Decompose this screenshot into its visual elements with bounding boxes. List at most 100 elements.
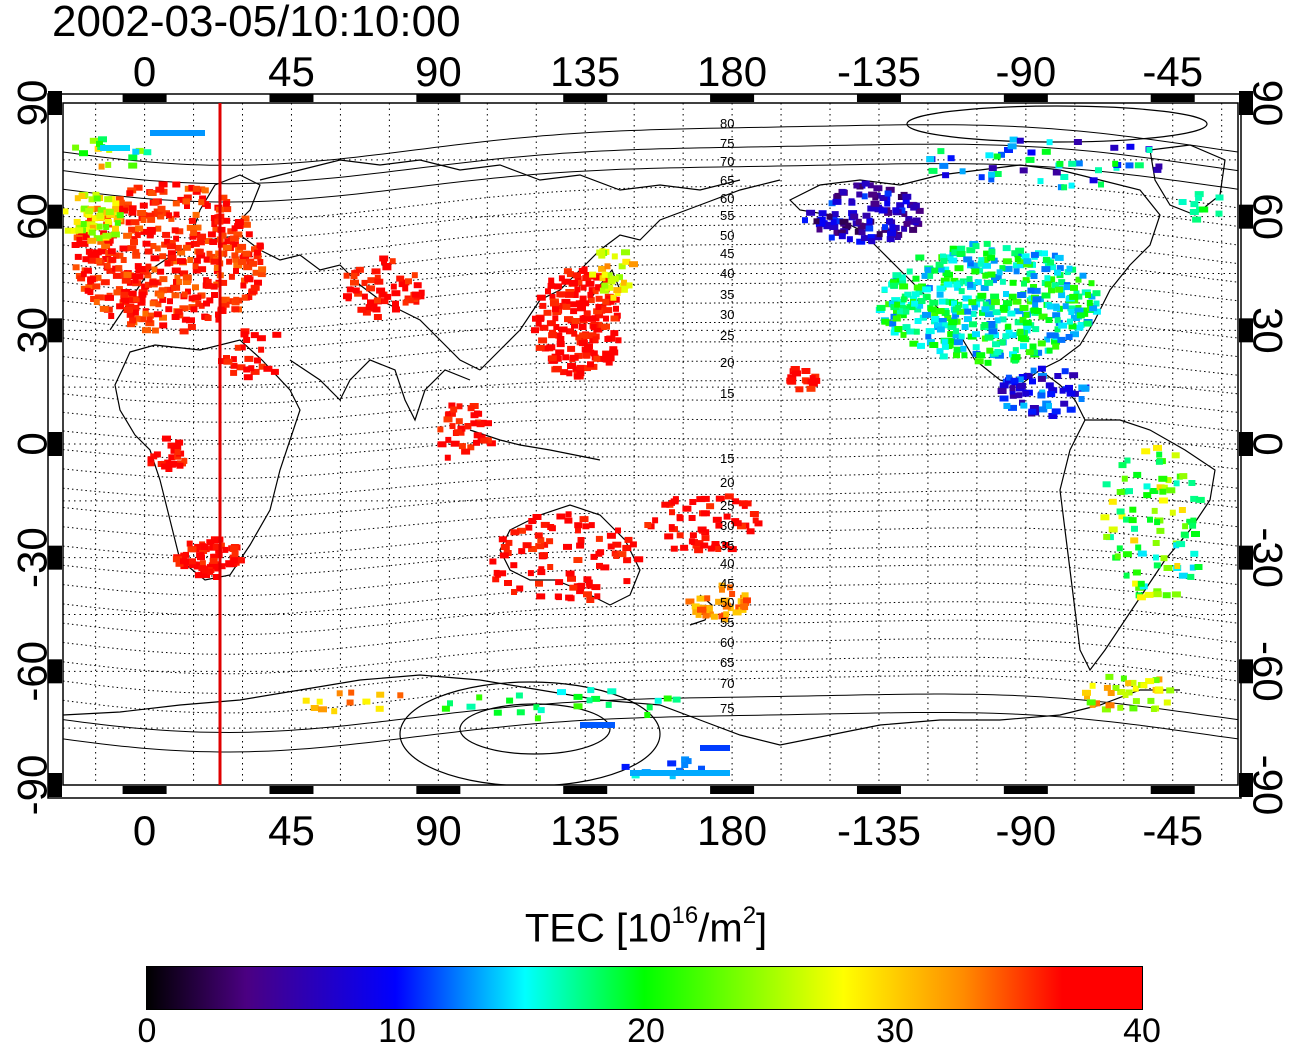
tec-cell (180, 270, 189, 277)
tec-cell (365, 304, 372, 311)
tec-cell (1089, 177, 1098, 184)
tec-cell (489, 558, 497, 565)
tec-cell (350, 279, 359, 286)
tec-cell (105, 294, 114, 301)
tec-cell (231, 550, 239, 557)
tec-cell (192, 284, 199, 291)
tec-cell (910, 295, 917, 302)
tec-cell (188, 184, 195, 191)
tec-cell (1155, 163, 1163, 170)
tec-cell (85, 284, 95, 291)
tec-cell (1152, 677, 1160, 684)
tec-cell (576, 364, 586, 371)
tec-cell (587, 687, 595, 694)
tec-cell (128, 154, 138, 161)
tec-cell (1030, 284, 1037, 290)
tec-cell (581, 266, 588, 273)
tec-cell (128, 162, 138, 169)
tec-cell (1126, 143, 1135, 150)
tec-cell (1146, 147, 1153, 153)
tec-cell (861, 180, 870, 187)
tec-cell (1002, 333, 1010, 340)
tec-cell (968, 299, 977, 306)
tec-cell (1125, 689, 1133, 696)
tec-cell (179, 305, 189, 312)
tec-cell (458, 443, 466, 450)
tec-cell (536, 294, 546, 301)
tec-cell (579, 295, 587, 302)
tec-cell (972, 331, 980, 338)
left-tick-mark (48, 91, 62, 115)
tec-cell (565, 594, 574, 601)
bottom-tick-mark (710, 786, 755, 794)
tec-cell (887, 230, 897, 237)
tec-cell (128, 290, 137, 297)
tec-cell (610, 294, 617, 301)
tec-cell (204, 202, 211, 209)
tec-cell (571, 318, 580, 324)
tec-cell (240, 282, 247, 289)
tec-cell (595, 284, 603, 291)
tec-cell (207, 568, 214, 575)
top-tick-mark (122, 94, 167, 102)
tec-cell (1137, 580, 1145, 587)
tec-cell (613, 287, 622, 294)
tec-cell (437, 441, 447, 448)
tec-cell (450, 440, 460, 447)
tec-cell (1062, 303, 1069, 310)
tec-cell (87, 289, 94, 296)
tec-cell (715, 495, 725, 502)
tec-cell (140, 217, 147, 223)
tec-cell (376, 287, 386, 294)
tec-cell (580, 284, 587, 291)
tec-cell (611, 253, 618, 260)
tec-cell (1070, 331, 1079, 338)
contour-line (63, 182, 1238, 221)
tec-cell (915, 207, 924, 214)
tec-cell (510, 562, 518, 569)
tec-cell (115, 265, 123, 272)
tec-cell (181, 457, 188, 464)
tec-cell (892, 207, 900, 214)
tec-cell (343, 272, 350, 279)
tec-cell (616, 274, 623, 281)
tec-cell (1021, 280, 1027, 287)
tec-cell (1112, 160, 1119, 167)
tec-cell (169, 240, 176, 246)
tec-cell (948, 337, 955, 344)
tec-cell (605, 701, 612, 708)
tec-cell (547, 282, 555, 289)
tec-cell (618, 263, 626, 270)
tec-cell (890, 329, 899, 336)
tec-cell (443, 416, 453, 423)
tec-cell (1047, 259, 1055, 266)
tec-cell (250, 332, 259, 339)
tec-cell (685, 598, 695, 605)
tec-cell (723, 611, 730, 618)
tec-cell (193, 257, 201, 264)
bottom-lon-tick-label: 90 (415, 807, 462, 854)
tec-cell (1178, 572, 1188, 579)
coastline-path (189, 174, 261, 241)
coastline-path (63, 674, 1180, 746)
tec-cell (1190, 201, 1199, 208)
tec-cell (1026, 298, 1035, 305)
tec-cell (587, 361, 594, 368)
tec-cell (1029, 343, 1037, 350)
tec-cell (71, 242, 80, 248)
tec-cell (137, 210, 147, 216)
tec-cell (103, 224, 110, 230)
tec-cell (537, 537, 545, 544)
tec-cell (106, 267, 116, 274)
tec-cell (856, 238, 866, 245)
tec-cell (1031, 287, 1041, 294)
tec-cell (232, 256, 240, 263)
tec-cell (169, 258, 179, 265)
tec-cell (120, 207, 128, 214)
tec-cell (922, 286, 932, 293)
tec-cell (947, 324, 957, 330)
tec-cell (1186, 518, 1195, 525)
tec-cell (856, 191, 863, 198)
tec-cell (1029, 378, 1036, 385)
tec-cell (792, 370, 801, 377)
